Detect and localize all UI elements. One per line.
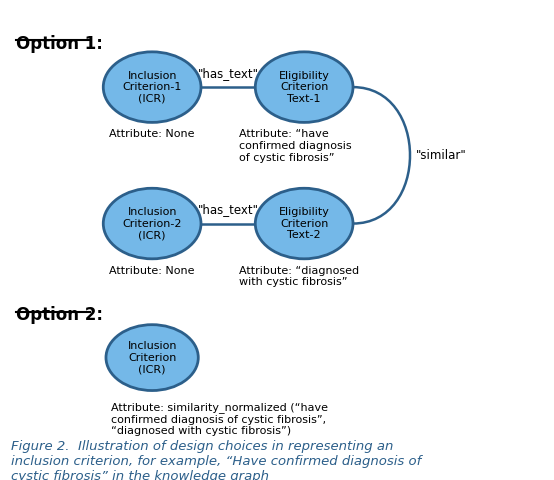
Ellipse shape: [106, 324, 198, 391]
Ellipse shape: [255, 52, 353, 122]
Ellipse shape: [103, 52, 201, 122]
Text: Inclusion
Criterion-2
(ICR): Inclusion Criterion-2 (ICR): [122, 207, 182, 240]
Text: Option 1:: Option 1:: [17, 36, 103, 53]
Text: Inclusion
Criterion-1
(ICR): Inclusion Criterion-1 (ICR): [122, 71, 182, 104]
Text: Attribute: “have
confirmed diagnosis
of cystic fibrosis”: Attribute: “have confirmed diagnosis of …: [239, 130, 352, 163]
Text: "similar": "similar": [416, 149, 466, 162]
Ellipse shape: [103, 188, 201, 259]
Text: Attribute: None: Attribute: None: [109, 266, 195, 276]
Text: Attribute: None: Attribute: None: [109, 130, 195, 140]
Text: Eligibility
Criterion
Text-1: Eligibility Criterion Text-1: [279, 71, 330, 104]
Text: Figure 2.  Illustration of design choices in representing an
inclusion criterion: Figure 2. Illustration of design choices…: [11, 440, 421, 480]
Text: Inclusion
Criterion
(ICR): Inclusion Criterion (ICR): [127, 341, 177, 374]
Text: Attribute: “diagnosed
with cystic fibrosis”: Attribute: “diagnosed with cystic fibros…: [239, 266, 359, 288]
Text: Attribute: similarity_normalized (“have
confirmed diagnosis of cystic fibrosis”,: Attribute: similarity_normalized (“have …: [111, 402, 329, 436]
Text: "has_text": "has_text": [198, 67, 259, 80]
Text: Option 2:: Option 2:: [17, 306, 104, 324]
Ellipse shape: [255, 188, 353, 259]
Text: "has_text": "has_text": [198, 204, 259, 216]
Text: Eligibility
Criterion
Text-2: Eligibility Criterion Text-2: [279, 207, 330, 240]
